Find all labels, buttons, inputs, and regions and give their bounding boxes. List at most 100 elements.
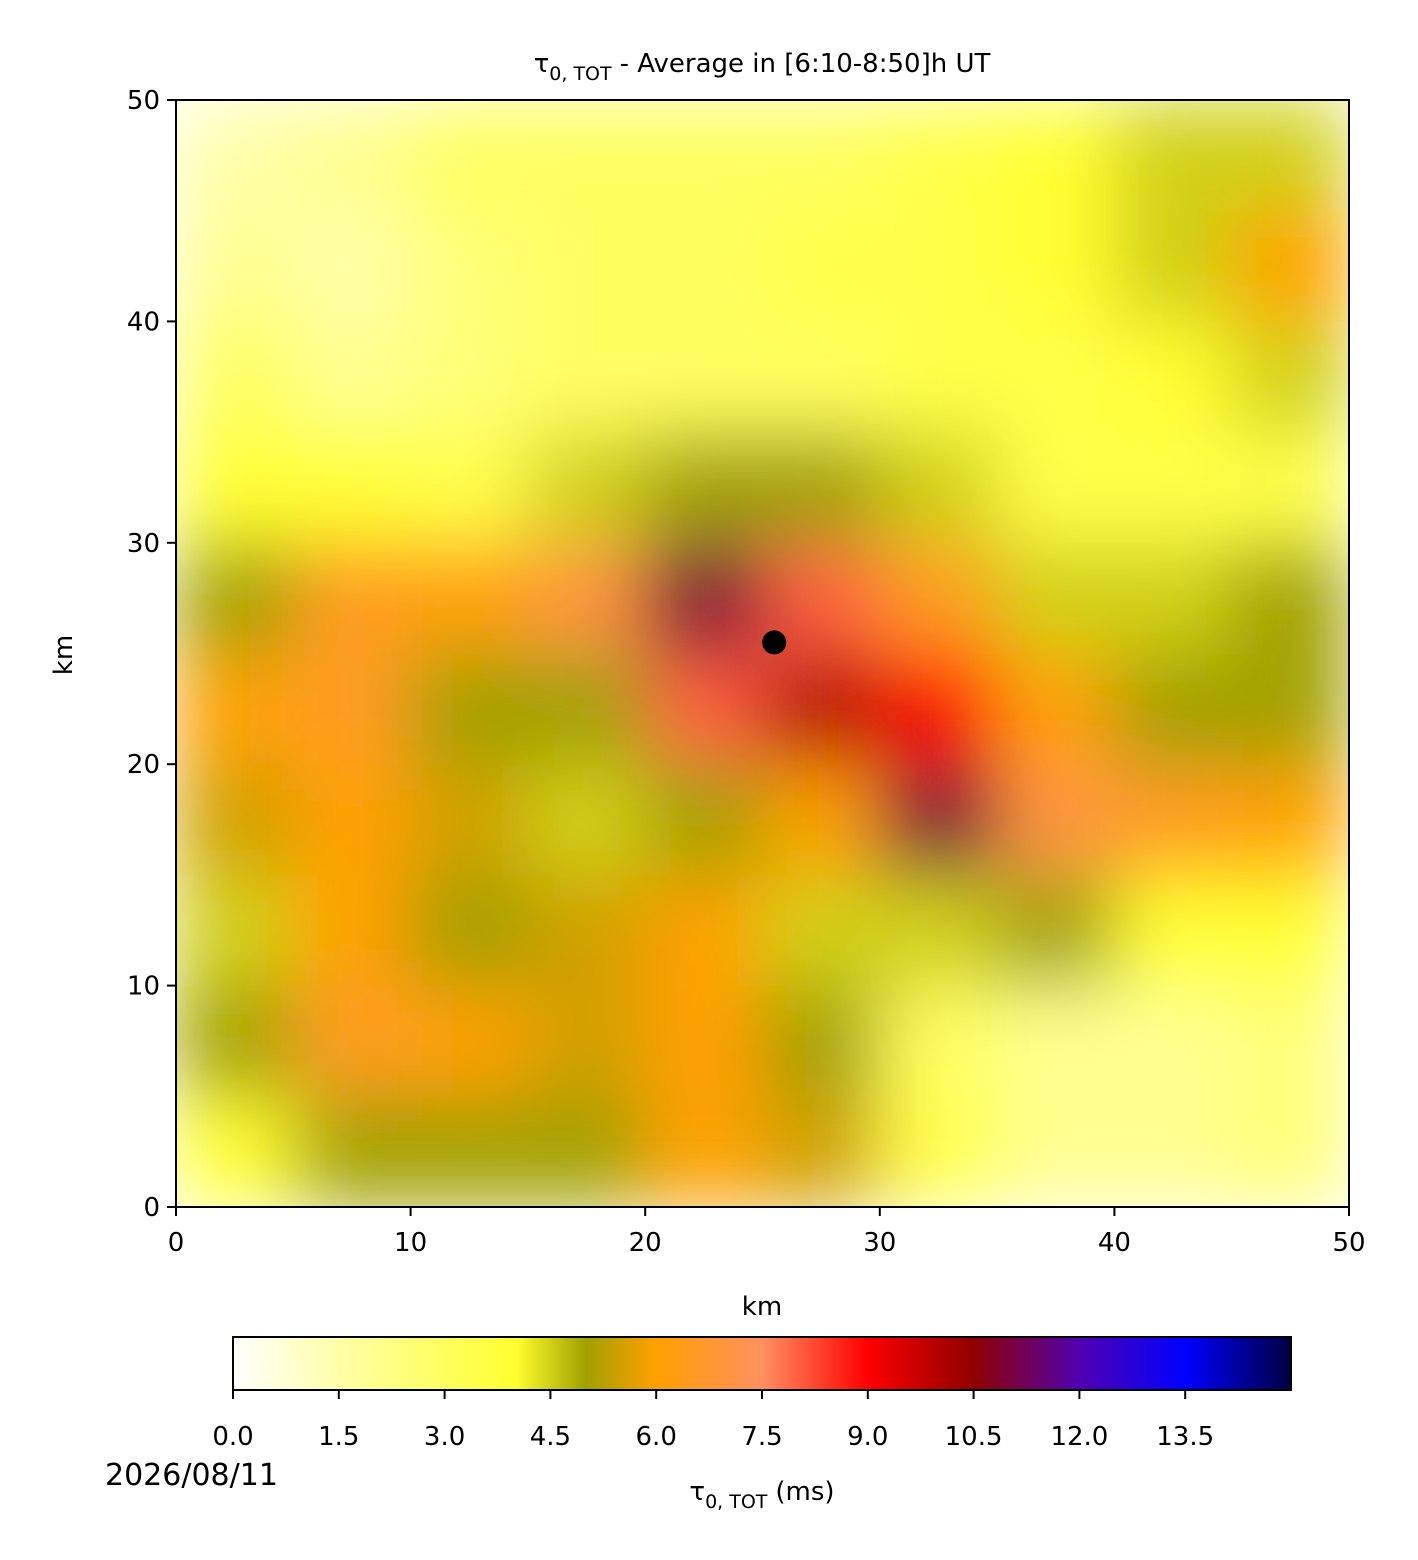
heat-cell [644,874,763,987]
heat-cell [996,320,1115,433]
date: 2026/08/11 [105,1458,278,1493]
x-axis-label: km [742,1292,782,1322]
heat-cell [292,763,412,876]
heat-cell [176,653,294,765]
y-tick-label: 40 [127,307,160,337]
heat-cell [644,431,763,544]
heat-cell [644,1095,763,1207]
colorbar-symbol: τ [689,1477,705,1507]
heat-cell [996,210,1115,322]
heat-cell [1231,985,1349,1097]
x-tick-label: 30 [863,1228,896,1258]
heat-cell [292,320,412,433]
heat-cell [762,874,881,987]
heat-cell [1113,763,1233,876]
heat-cell [410,1095,529,1207]
heat-cell [762,210,881,322]
heat-cell [527,874,646,987]
heat-cell [762,653,881,765]
title-symbol: τ [534,49,550,79]
heat-cell [644,763,763,876]
heat-cell [527,100,646,212]
y-tick-label: 0 [143,1193,160,1223]
colorbar-label: τ0, TOT (ms) [689,1477,834,1513]
heat-cell [996,763,1115,876]
heat-cell [1113,542,1233,654]
y-axis-label: km [49,635,79,675]
heat-cell [410,542,529,654]
colorbar-unit: (ms) [775,1477,834,1507]
heat-cell [527,1095,646,1207]
heat-cell [762,985,881,1097]
heat-cell [644,320,763,433]
heat-cell [879,653,998,765]
heat-cell [410,763,529,876]
heat-cell [879,874,998,987]
heat-cell [1113,653,1233,765]
plot-frame [175,99,1350,1208]
y-tick-label: 10 [127,972,160,1002]
chart-title: τ0, TOT - Average in [6:10-8:50]h UT [534,49,991,85]
heat-cell [176,985,294,1097]
heat-cell [527,653,646,765]
colorbar-tick-label: 12.0 [1050,1422,1108,1452]
heat-cell [292,1095,412,1207]
heat-cell [292,874,412,987]
colorbar-tick-label: 3.0 [424,1422,465,1452]
heat-cell [1231,763,1349,876]
heat-cell [527,431,646,544]
heat-cell [1113,874,1233,987]
heat-cell [879,763,998,876]
heat-cell [527,763,646,876]
colorbar-tick-label: 0.0 [212,1422,253,1452]
heat-cell [996,1095,1115,1207]
colorbar-tick-label: 6.0 [636,1422,677,1452]
heat-cell [410,985,529,1097]
heat-cell [1231,653,1349,765]
heat-cell [410,320,529,433]
heat-cell [644,100,763,212]
colorbar-tick-label: 10.5 [945,1422,1003,1452]
heat-cell [996,431,1115,544]
heat-cell [644,985,763,1097]
y-tick-label: 30 [127,529,160,559]
heat-cell [879,1095,998,1207]
heat-cell [410,653,529,765]
heat-cell [1231,210,1349,322]
heat-cell [292,210,412,322]
heat-cell [410,874,529,987]
colorbar-tick-label: 4.5 [530,1422,571,1452]
heat-cell [762,100,881,212]
x-tick-label: 10 [394,1228,427,1258]
heatmap [176,100,1349,1207]
heat-cell [527,985,646,1097]
x-tick-label: 0 [168,1228,185,1258]
heat-cell [292,100,412,212]
heat-cell [410,431,529,544]
heat-cell [176,1095,294,1207]
heat-cell [1113,320,1233,433]
heat-cell [410,210,529,322]
heat-cell [1231,431,1349,544]
heat-cell [292,431,412,544]
colorbar-tick-label: 9.0 [847,1422,888,1452]
heat-cell [1113,431,1233,544]
heat-cell [996,542,1115,654]
heat-cell [176,100,294,212]
colorbar-tick-label: 7.5 [741,1422,782,1452]
heat-cell [292,985,412,1097]
x-tick-label: 50 [1332,1228,1365,1258]
heat-cell [1113,1095,1233,1207]
heat-cell [996,874,1115,987]
heat-cell [644,542,763,654]
x-tick-label: 40 [1098,1228,1131,1258]
heat-cell [1231,874,1349,987]
colorbar-tick-label: 1.5 [318,1422,359,1452]
heat-cell [644,653,763,765]
y-tick-label: 50 [127,86,160,116]
heat-cell [1113,210,1233,322]
heat-cell [762,1095,881,1207]
x-tick-label: 20 [629,1228,662,1258]
heat-cell [644,210,763,322]
